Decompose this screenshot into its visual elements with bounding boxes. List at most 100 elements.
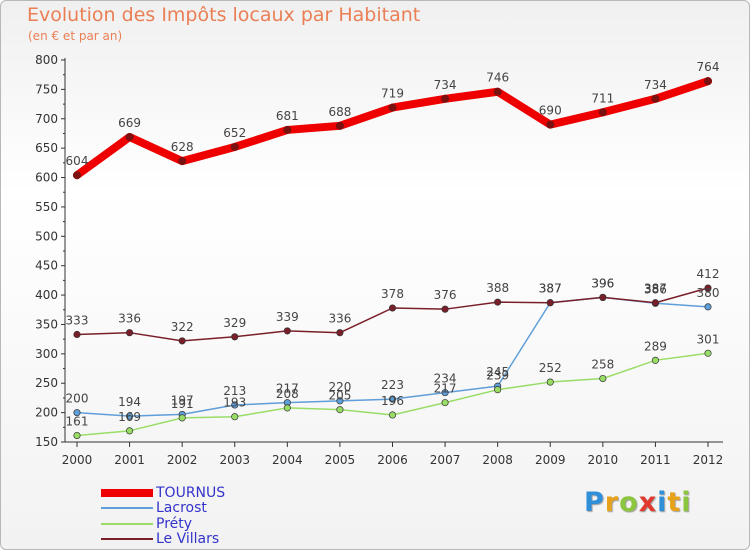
data-label-tournus: 746 — [486, 71, 509, 85]
data-label-pr-ty: 169 — [118, 410, 141, 424]
y-tick-label: 400 — [35, 288, 58, 302]
data-label-pr-ty: 191 — [171, 397, 194, 411]
y-tick-label: 750 — [35, 82, 58, 96]
logo-letter: r — [604, 487, 620, 518]
data-label-le-villars: 336 — [118, 312, 141, 326]
logo-letter: i — [657, 487, 668, 518]
data-label-tournus: 652 — [223, 126, 246, 140]
data-point-pr-ty — [651, 356, 659, 364]
data-label-lacrost: 213 — [223, 384, 246, 398]
data-label-tournus: 734 — [644, 78, 667, 92]
x-tick-label: 2002 — [167, 453, 198, 467]
data-label-lacrost: 200 — [66, 392, 89, 406]
data-label-pr-ty: 217 — [434, 382, 457, 396]
x-tick-label: 2005 — [325, 453, 356, 467]
legend-swatch — [101, 522, 153, 525]
x-tick-label: 2001 — [114, 453, 145, 467]
proxiti-logo: Proxiti — [584, 487, 692, 518]
legend-swatch — [101, 538, 153, 541]
data-label-lacrost: 197 — [171, 393, 194, 407]
data-point-tournus — [178, 157, 187, 166]
data-label-pr-ty: 252 — [539, 361, 562, 375]
logo-letter: i — [681, 487, 692, 518]
data-label-lacrost: 245 — [486, 365, 509, 379]
data-point-le-villars — [126, 329, 134, 337]
data-point-le-villars — [704, 284, 712, 292]
data-point-pr-ty — [494, 386, 502, 394]
data-point-lacrost — [388, 395, 397, 403]
data-label-lacrost: 380 — [697, 286, 720, 300]
data-point-tournus — [441, 94, 450, 103]
legend-label: Lacrost — [156, 500, 207, 517]
legend-item-lacrost: Lacrost — [101, 500, 225, 517]
y-tick-label: 150 — [35, 435, 58, 449]
data-point-tournus — [230, 142, 239, 151]
y-tick-label: 650 — [35, 141, 58, 155]
data-point-pr-ty — [126, 427, 134, 435]
data-point-pr-ty — [336, 406, 344, 414]
data-point-tournus — [125, 132, 134, 141]
data-point-lacrost — [336, 397, 344, 405]
data-label-tournus: 711 — [591, 91, 614, 105]
chart-title: Evolution des Impôts locaux par Habitant — [27, 4, 421, 26]
data-label-lacrost: 387 — [539, 282, 562, 296]
data-point-lacrost — [126, 412, 134, 420]
data-label-le-villars: 322 — [171, 320, 194, 334]
data-label-pr-ty: 161 — [66, 415, 89, 429]
x-tick-label: 2009 — [535, 453, 566, 467]
data-label-pr-ty: 239 — [486, 369, 509, 383]
data-point-pr-ty — [599, 374, 607, 383]
data-point-le-villars — [494, 298, 502, 306]
data-label-le-villars: 388 — [486, 281, 509, 295]
data-label-pr-ty: 208 — [276, 387, 299, 401]
data-label-pr-ty: 196 — [381, 394, 404, 408]
data-point-le-villars — [336, 329, 344, 337]
y-tick-label: 600 — [35, 171, 58, 185]
x-tick-label: 2008 — [482, 453, 513, 467]
legend-label: TOURNUS — [156, 484, 226, 501]
x-tick-label: 2012 — [693, 453, 724, 467]
data-point-pr-ty — [388, 411, 397, 419]
data-label-tournus: 690 — [539, 104, 562, 118]
data-point-le-villars — [388, 304, 397, 312]
data-point-lacrost — [441, 389, 449, 397]
logo-letter: x — [638, 487, 658, 518]
x-tick-label: 2006 — [377, 453, 408, 467]
data-label-le-villars: 329 — [223, 316, 246, 330]
x-tick-label: 2011 — [640, 453, 671, 467]
data-label-le-villars: 333 — [66, 313, 89, 327]
data-point-pr-ty — [546, 378, 554, 386]
x-tick-label: 2010 — [588, 453, 619, 467]
data-label-le-villars: 387 — [539, 282, 562, 296]
data-point-le-villars — [441, 305, 449, 313]
legend-label: Le Villars — [156, 531, 220, 548]
legend-swatch — [101, 507, 153, 510]
data-point-le-villars — [283, 327, 291, 335]
data-label-lacrost: 194 — [118, 395, 141, 409]
legend-item-tournus: TOURNUS — [101, 485, 225, 501]
data-point-tournus — [493, 87, 502, 96]
x-tick-label: 2004 — [272, 453, 303, 467]
chart-series — [73, 77, 712, 440]
data-label-tournus: 764 — [697, 60, 720, 74]
data-point-pr-ty — [73, 431, 81, 440]
logo-letter: o — [619, 487, 639, 518]
data-point-pr-ty — [231, 413, 239, 421]
data-point-le-villars — [651, 299, 659, 307]
data-point-lacrost — [704, 303, 712, 311]
y-tick-label: 250 — [35, 376, 58, 390]
data-label-lacrost: 234 — [434, 372, 457, 386]
data-label-pr-ty: 301 — [697, 332, 720, 346]
data-point-pr-ty — [441, 399, 449, 407]
legend-item-le-villars: Le Villars — [101, 531, 225, 548]
data-point-lacrost — [73, 409, 81, 417]
data-label-pr-ty: 289 — [644, 339, 667, 353]
data-point-pr-ty — [283, 404, 291, 412]
y-tick-label: 500 — [35, 229, 58, 243]
y-tick-label: 700 — [35, 112, 58, 126]
data-point-tournus — [335, 121, 344, 130]
data-label-le-villars: 339 — [276, 310, 299, 324]
y-tick-label: 450 — [35, 259, 58, 273]
data-label-lacrost: 386 — [644, 282, 667, 296]
